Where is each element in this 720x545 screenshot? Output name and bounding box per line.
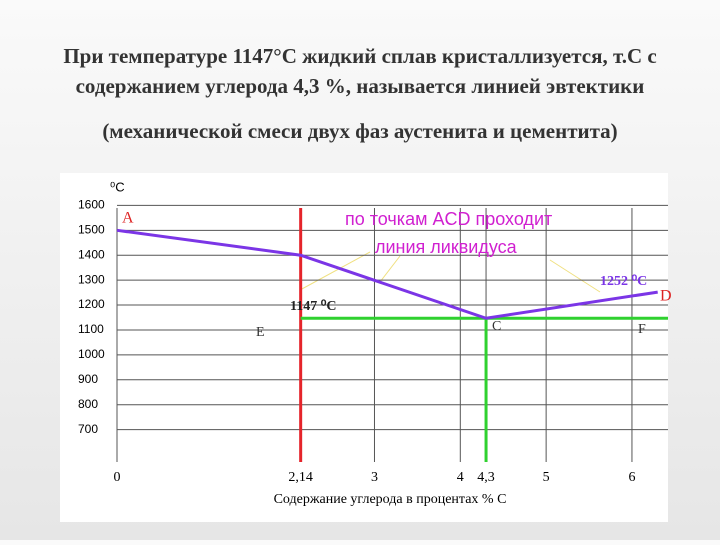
pointer <box>299 251 371 291</box>
annotation: 1147 ⁰C <box>290 299 336 314</box>
x-tick-label: 3 <box>371 470 378 485</box>
x-tick-label: 4 <box>457 470 464 485</box>
x-tick-label: 5 <box>543 470 550 485</box>
annotation: F <box>638 322 646 337</box>
pointer <box>379 255 401 283</box>
x-axis-label: Содержание углерода в процентах % С <box>274 492 507 507</box>
annotation: E <box>256 325 265 340</box>
series-line <box>116 228 658 320</box>
pointer <box>549 259 601 293</box>
x-tick-label: 6 <box>628 470 635 485</box>
y-tick-label: 700 <box>78 422 98 436</box>
y-tick-label: 1000 <box>78 347 105 361</box>
heading-line: При температуре 1147°С жидкий сплав крис… <box>63 44 656 68</box>
y-tick-label: 1100 <box>78 322 104 336</box>
y-tick-label: 1500 <box>78 222 105 236</box>
annotation: A <box>122 210 134 227</box>
annotation: линия ликвидуса <box>375 237 518 257</box>
annotation: по точкам ACD проходит <box>345 209 552 229</box>
heading-line: содержанием углерода 4,3 %, называется л… <box>76 74 645 98</box>
y-tick-label: 800 <box>78 397 98 411</box>
x-tick-label: 4,3 <box>477 470 495 485</box>
annotation: C <box>492 319 501 334</box>
annotation: 1252 ⁰C <box>600 274 647 289</box>
annotation: D <box>660 288 672 305</box>
y-tick-label: 1600 <box>78 198 105 212</box>
y-tick-label: 1200 <box>78 297 105 311</box>
y-tick-label: 1300 <box>78 272 105 286</box>
x-tick-label: 0 <box>114 470 121 485</box>
x-tick-label: 2,14 <box>288 470 313 485</box>
chart-panel <box>60 173 668 522</box>
y-tick-label: 1400 <box>78 247 105 261</box>
subheading: (механической смеси двух фаз аустенита и… <box>102 119 617 143</box>
y-axis-label: ⁰C <box>110 179 125 194</box>
y-tick-label: 900 <box>78 372 98 386</box>
